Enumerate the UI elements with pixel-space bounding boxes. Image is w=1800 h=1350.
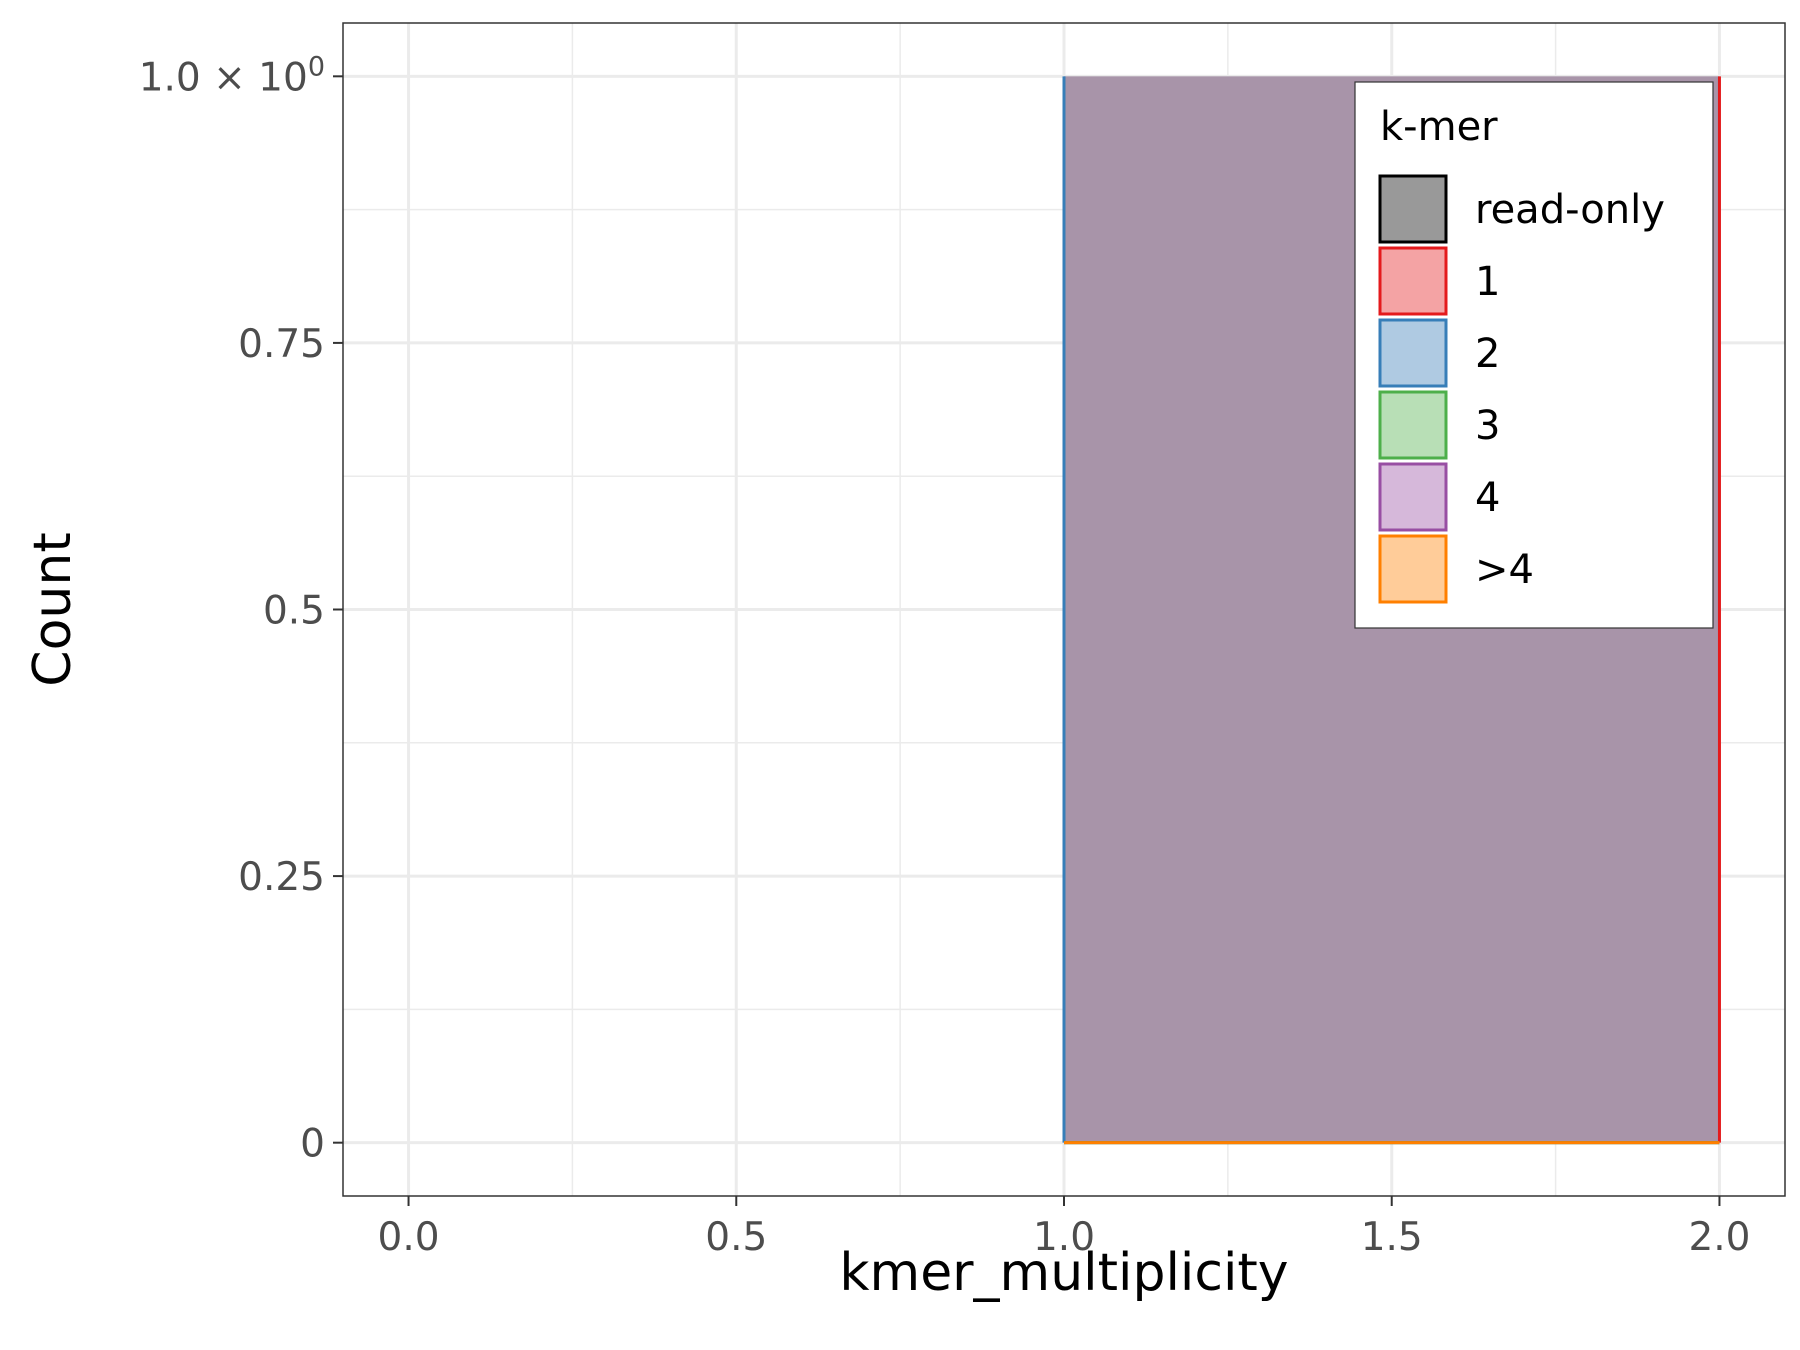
y-tick-label: 0.25 bbox=[238, 855, 325, 900]
legend-title: k-mer bbox=[1380, 104, 1498, 150]
x-tick-label: 1.5 bbox=[1361, 1215, 1423, 1260]
x-tick-label: 2.0 bbox=[1688, 1215, 1750, 1260]
y-tick-label: 0.75 bbox=[238, 322, 325, 367]
legend-key-read-only bbox=[1378, 174, 1448, 244]
legend-label-gt4: >4 bbox=[1475, 547, 1534, 593]
legend-label-1: 1 bbox=[1475, 259, 1500, 305]
y-top-mantissa: 1.0 × 10 bbox=[139, 55, 308, 100]
legend-key-2 bbox=[1378, 318, 1448, 388]
legend-key-4 bbox=[1378, 462, 1448, 532]
x-axis-title: kmer_multiplicity bbox=[839, 1243, 1288, 1303]
x-tick-label: 0.5 bbox=[705, 1215, 767, 1260]
x-tick-label: 1.0 bbox=[1033, 1215, 1095, 1260]
y-tick-label: 0 bbox=[300, 1122, 325, 1167]
y-top-exponent: 0 bbox=[308, 51, 325, 82]
y-axis-title: Count bbox=[23, 532, 83, 686]
legend-key-gt4 bbox=[1378, 534, 1448, 604]
legend: k-mer read-only 1 2 3 4 >4 bbox=[1354, 81, 1714, 629]
legend-label-read-only: read-only bbox=[1475, 187, 1665, 233]
legend-key-3 bbox=[1378, 390, 1448, 460]
legend-key-1 bbox=[1378, 246, 1448, 316]
y-tick-label: 0.5 bbox=[263, 589, 325, 634]
legend-label-4: 4 bbox=[1475, 475, 1500, 521]
y-tick-label-top: 1.0 × 100 bbox=[139, 51, 325, 100]
legend-label-3: 3 bbox=[1475, 403, 1500, 449]
ticks-layer: 0.0 0.5 1.0 1.5 2.0 0 0.25 0.5 0.75 bbox=[238, 75, 1750, 1260]
x-tick-label: 0.0 bbox=[378, 1215, 440, 1260]
legend-label-2: 2 bbox=[1475, 331, 1500, 377]
